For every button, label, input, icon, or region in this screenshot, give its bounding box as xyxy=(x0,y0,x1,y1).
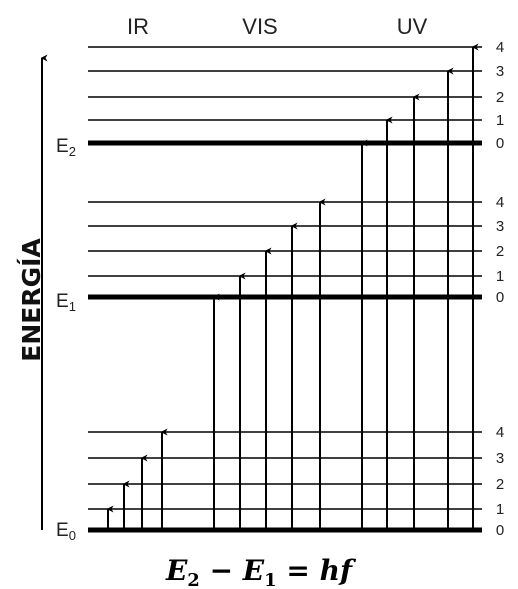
electronic-level-label-e0: E0 xyxy=(56,520,76,543)
vibrational-label-e0-v2: 2 xyxy=(496,476,504,493)
vibrational-label-e1-v3: 3 xyxy=(496,218,504,235)
region-label-uv: UV xyxy=(397,14,428,39)
vibrational-label-e2-v4: 4 xyxy=(496,39,504,56)
vibrational-label-e2-v1: 1 xyxy=(496,112,504,129)
vibrational-label-e0-v0: 0 xyxy=(496,522,504,539)
electronic-level-label-e1: E1 xyxy=(56,291,76,314)
energy-axis-label: ENERGÍA xyxy=(17,238,46,362)
vibrational-label-e0-v3: 3 xyxy=(496,450,504,467)
equation: E2 − E1 = hf xyxy=(165,554,357,589)
vibrational-label-e2-v0: 0 xyxy=(496,135,504,152)
vibrational-label-e1-v0: 0 xyxy=(496,289,504,306)
transitions xyxy=(106,43,479,530)
vibrational-label-e1-v4: 4 xyxy=(496,194,504,211)
vibrational-label-e1-v2: 2 xyxy=(496,243,504,260)
vibrational-label-e1-v1: 1 xyxy=(496,268,504,285)
region-label-ir: IR xyxy=(127,14,149,39)
region-label-vis: VIS xyxy=(242,14,277,39)
vibrational-label-e2-v2: 2 xyxy=(496,89,504,106)
energy-levels: 0 1 2 3 4 0 1 2 3 4 0 1 2 3 4 xyxy=(88,39,504,539)
vibrational-label-e2-v3: 3 xyxy=(496,63,504,80)
electronic-level-label-e2: E2 xyxy=(56,136,76,159)
vibrational-label-e0-v1: 1 xyxy=(496,501,504,518)
vibrational-label-e0-v4: 4 xyxy=(496,424,504,441)
